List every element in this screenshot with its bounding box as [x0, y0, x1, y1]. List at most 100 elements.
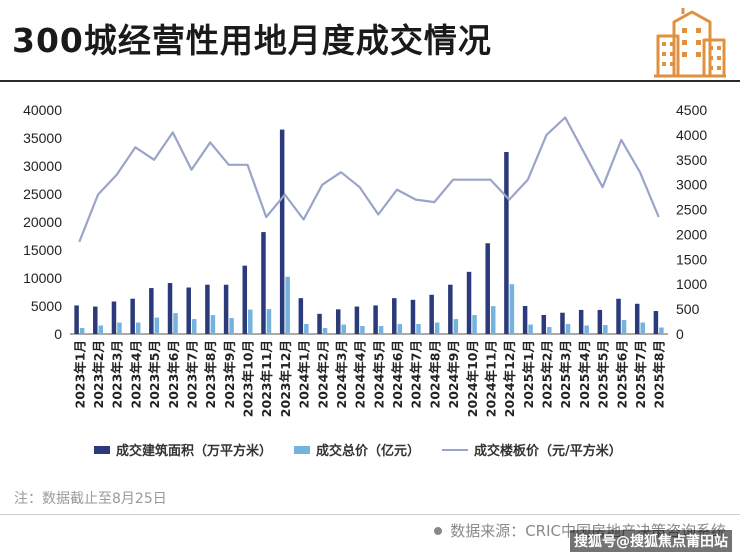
bar-amount [341, 324, 346, 334]
x-axis-tick-label: 2024年2月 [315, 340, 330, 409]
chart-legend: 成交建筑面积（万平方米） 成交总价（亿元） 成交楼板价（元/平方米） [94, 440, 622, 459]
data-cutoff-note: 注：数据截止至8月25日 [14, 491, 167, 507]
bar-amount [98, 325, 104, 334]
right-axis-tick-label: 0 [676, 326, 684, 342]
x-axis-tick-label: 2023年12月 [278, 340, 293, 417]
legend-item-price: 成交楼板价（元/平方米） [442, 440, 622, 459]
bar-area [298, 298, 304, 334]
x-axis-tick-label: 2023年11月 [259, 340, 274, 417]
legend-swatch-area [94, 445, 110, 454]
bar-amount [490, 306, 496, 334]
left-axis-tick-label: 35000 [23, 130, 62, 146]
bar-area [616, 298, 621, 334]
bar-area [560, 312, 565, 334]
x-axis-tick-label: 2023年5月 [147, 340, 162, 409]
line-floor-price [78, 116, 660, 243]
legend-item-amount: 成交总价（亿元） [294, 440, 420, 459]
bar-amount [453, 319, 459, 334]
bar-amount [210, 315, 216, 334]
bar-area [167, 283, 173, 334]
bar-amount [659, 327, 664, 334]
page-title: 300城经营性用地月度成交情况 [12, 21, 492, 60]
left-axis-tick-label: 20000 [23, 214, 62, 230]
right-axis-tick-label: 500 [676, 301, 700, 317]
x-axis-tick-label: 2024年4月 [353, 340, 368, 409]
bar-amount [117, 322, 122, 334]
x-axis-tick-label: 2023年1月 [72, 340, 87, 409]
bar-amount [472, 315, 477, 334]
bar-amount [191, 319, 197, 334]
x-axis-tick-label: 2023年3月 [110, 340, 125, 409]
legend-label-amount: 成交总价（亿元） [316, 444, 421, 459]
x-axis-tick-label: 2023年10月 [241, 340, 256, 417]
x-axis-tick-label: 2023年4月 [128, 340, 143, 409]
left-axis-tick-label: 15000 [23, 242, 62, 258]
bar-amount [528, 324, 533, 334]
right-axis-tick-label: 4000 [676, 127, 707, 143]
bar-amount [285, 276, 290, 334]
bar-amount [135, 322, 141, 334]
watermark: 搜狐号@搜狐焦点莆田站 [570, 530, 732, 552]
x-axis-tick-label: 2024年1月 [297, 340, 312, 409]
bar-area [578, 309, 584, 334]
bar-area [634, 303, 640, 334]
right-axis-tick-label: 1500 [676, 251, 707, 267]
right-axis-tick-label: 1000 [676, 276, 707, 292]
bar-area [130, 298, 135, 334]
bar-area [504, 152, 509, 334]
bar-amount [584, 325, 589, 334]
bar-amount [565, 324, 571, 334]
header-divider [0, 80, 740, 82]
bar-amount [266, 309, 272, 334]
bar-area [335, 309, 341, 334]
x-axis-tick-label: 2025年3月 [558, 340, 573, 409]
bar-area [74, 305, 79, 334]
bar-area [522, 306, 528, 334]
bar-amount [416, 324, 421, 334]
left-axis-tick-label: 0 [54, 326, 62, 342]
bar-amount [154, 317, 160, 334]
x-axis-tick-label: 2025年7月 [633, 340, 648, 409]
bar-amount [304, 324, 309, 334]
bar-amount [248, 309, 253, 334]
bar-area [111, 301, 117, 334]
left-axis-tick-label: 30000 [23, 158, 62, 174]
bar-amount [378, 326, 384, 334]
buildings-icon [654, 8, 726, 78]
bullet-icon [434, 526, 443, 535]
bar-area [93, 306, 98, 334]
x-axis-tick-label: 2024年5月 [371, 340, 386, 409]
x-axis-tick-label: 2024年8月 [427, 340, 442, 409]
bar-area [541, 314, 547, 334]
bar-area [354, 306, 360, 334]
bar-area [261, 232, 266, 334]
bar-amount [621, 320, 627, 334]
x-axis-tick-label: 2023年7月 [184, 340, 199, 409]
x-axis-tick-label: 2023年2月 [91, 340, 106, 409]
bar-amount [322, 328, 328, 334]
x-axis-tick-label: 2025年8月 [652, 340, 667, 409]
bar-area [223, 284, 229, 334]
x-axis-tick-label: 2025年1月 [521, 340, 536, 409]
bar-amount [173, 313, 178, 334]
left-axis-tick-label: 10000 [23, 270, 62, 286]
bar-amount [397, 324, 403, 334]
bar-amount [509, 284, 515, 334]
bar-amount [547, 327, 552, 334]
right-axis-tick-label: 4500 [676, 102, 707, 118]
x-axis-tick-label: 2023年9月 [222, 340, 237, 409]
bar-area [466, 271, 472, 334]
legend-item-area: 成交建筑面积（万平方米） [94, 440, 272, 459]
right-axis-tick-label: 2000 [676, 226, 707, 242]
x-axis-tick-label: 2024年3月 [334, 340, 349, 409]
x-axis-tick-label: 2024年7月 [409, 340, 424, 409]
left-axis-tick-label: 25000 [23, 186, 62, 202]
bar-area [317, 313, 322, 334]
legend-label-price: 成交楼板价（元/平方米） [474, 444, 622, 459]
legend-label-area: 成交建筑面积（万平方米） [116, 444, 273, 459]
bar-area [205, 284, 210, 334]
right-axis-tick-label: 3500 [676, 152, 707, 168]
x-axis-tick-label: 2023年8月 [203, 340, 218, 409]
x-axis-tick-label: 2025年2月 [540, 340, 555, 409]
